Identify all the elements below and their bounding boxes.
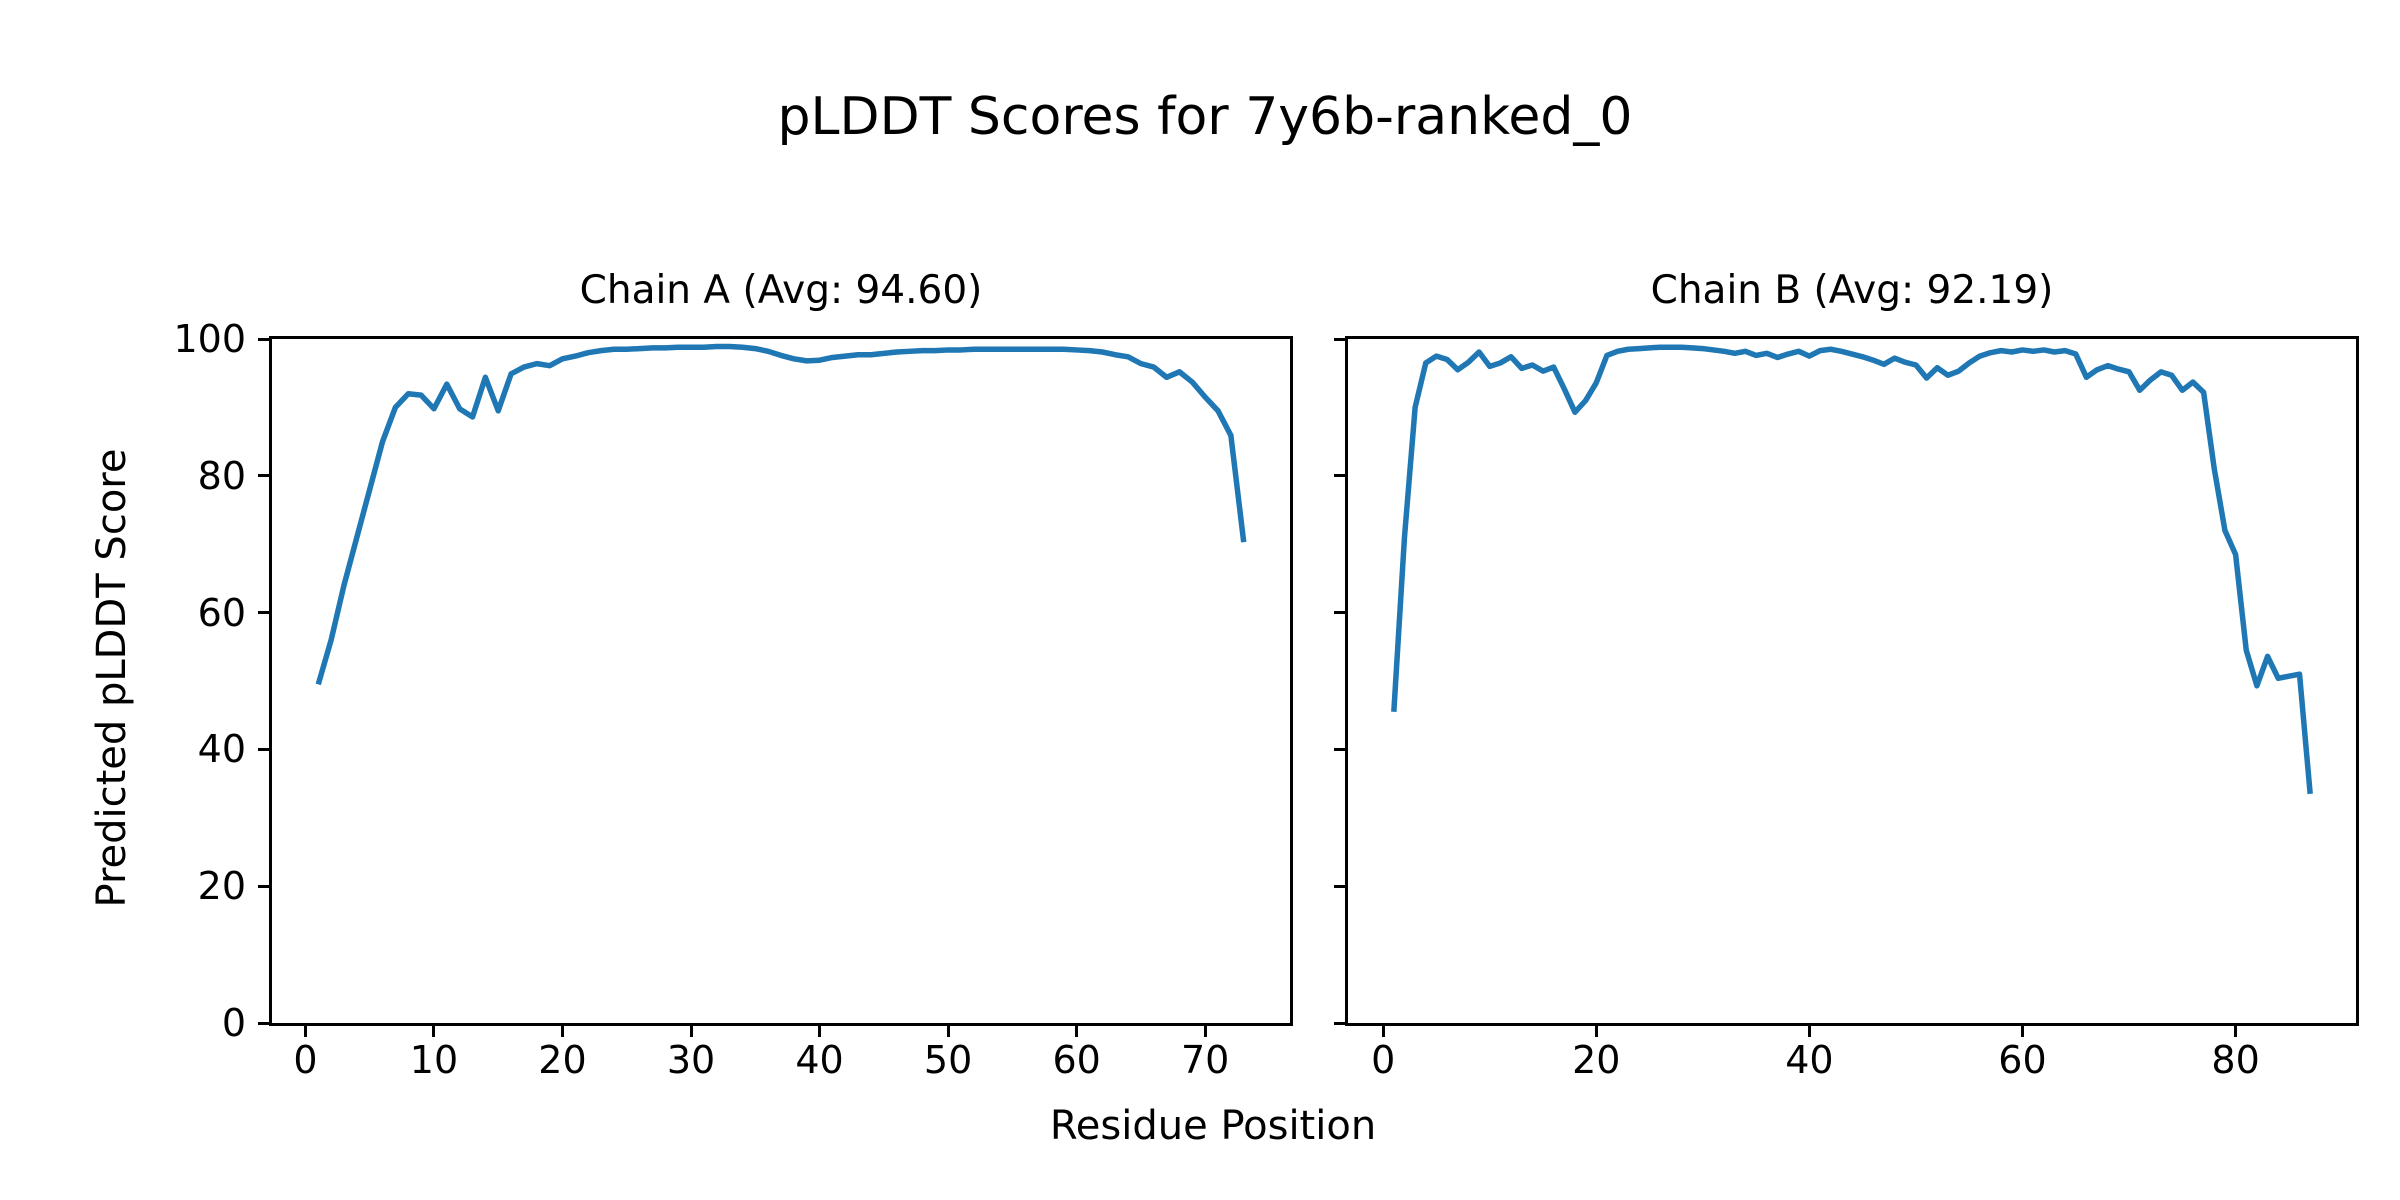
y-tick-mark xyxy=(1334,611,1345,615)
y-tick-label: 40 xyxy=(197,727,246,772)
y-tick-mark xyxy=(258,337,269,341)
x-tick-mark xyxy=(2234,1026,2238,1037)
x-tick-label: 40 xyxy=(1785,1038,1834,1082)
y-axis-label: Predicted pLDDT Score xyxy=(89,448,135,908)
chain-a-plot-area: 0 10 20 30 40 50 60 70 0 20 40 60 80 100 xyxy=(173,320,1293,1079)
x-tick-mark xyxy=(1381,1026,1385,1037)
y-tick-label: 0 xyxy=(221,1001,246,1045)
x-tick-label: 80 xyxy=(2211,1038,2260,1082)
x-tick-mark xyxy=(818,1026,822,1037)
x-axis-label: Residue Position xyxy=(1049,1103,1377,1149)
y-tick-mark xyxy=(258,884,269,888)
x-tick-label: 0 xyxy=(293,1038,318,1082)
chain-a-line-svg xyxy=(315,343,1247,686)
y-tick-label: 100 xyxy=(173,317,246,361)
x-tick-label: 40 xyxy=(795,1038,844,1082)
x-tick-label: 20 xyxy=(1572,1038,1621,1082)
y-tick-label: 20 xyxy=(197,864,246,909)
x-tick-mark xyxy=(1807,1026,1811,1037)
y-tick-mark xyxy=(1334,884,1345,888)
x-tick-label: 20 xyxy=(538,1038,587,1082)
y-tick-label: 80 xyxy=(197,453,246,498)
x-tick-label: 0 xyxy=(1371,1038,1396,1082)
x-tick-label: 70 xyxy=(1180,1038,1230,1082)
x-tick-mark xyxy=(2020,1026,2024,1037)
x-tick-mark xyxy=(432,1026,436,1037)
x-tick-label: 30 xyxy=(666,1038,716,1082)
y-tick-mark xyxy=(1334,1021,1345,1025)
x-tick-mark xyxy=(689,1026,693,1037)
x-tick-mark xyxy=(560,1026,564,1037)
y-tick-mark xyxy=(1334,337,1345,341)
x-tick-mark xyxy=(1075,1026,1079,1037)
chain-b-plot-area: 0 20 40 60 80 xyxy=(1334,336,2359,1079)
chain-b-subplot-title: Chain B (Avg: 92.19) xyxy=(1650,268,2054,313)
x-tick-mark xyxy=(303,1026,307,1037)
y-tick-label: 60 xyxy=(197,590,246,635)
y-tick-mark xyxy=(258,611,269,615)
chain-b-line-svg xyxy=(1391,344,2313,795)
x-tick-label: 10 xyxy=(409,1038,459,1082)
chain-a-plddt-line xyxy=(315,343,1247,686)
figure-title: pLDDT Scores for 7y6b-ranked_0 xyxy=(777,87,1633,147)
x-tick-label: 60 xyxy=(1052,1038,1101,1082)
y-tick-mark xyxy=(258,474,269,478)
x-tick-mark xyxy=(1594,1026,1598,1037)
y-tick-mark xyxy=(1334,474,1345,478)
y-tick-mark xyxy=(258,1021,269,1025)
x-tick-label: 60 xyxy=(1998,1038,2047,1082)
chain-b-plddt-line xyxy=(1391,344,2313,795)
x-tick-mark xyxy=(946,1026,950,1037)
y-tick-mark xyxy=(1334,747,1345,751)
y-tick-mark xyxy=(258,747,269,751)
x-tick-mark xyxy=(1203,1026,1207,1037)
x-tick-label: 50 xyxy=(923,1038,973,1082)
chain-a-subplot-title: Chain A (Avg: 94.60) xyxy=(579,268,983,313)
